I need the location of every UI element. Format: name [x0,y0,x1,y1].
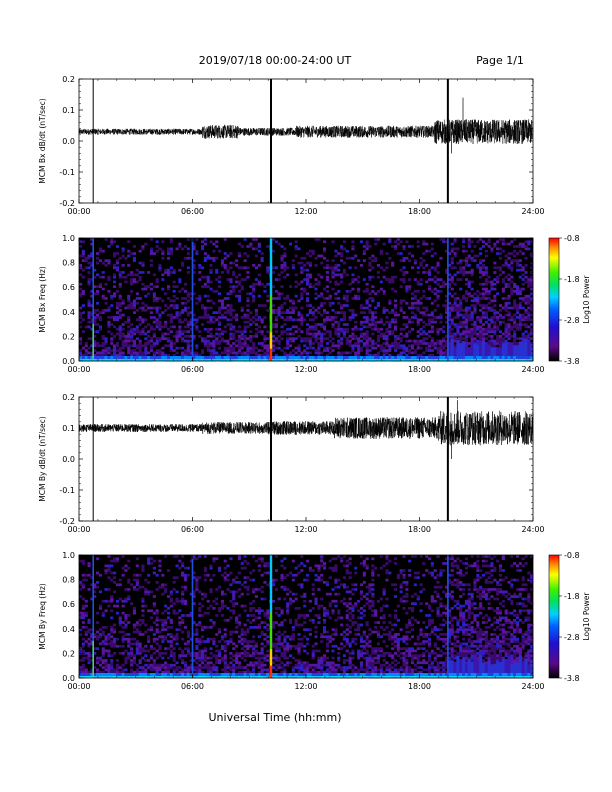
y-tick-label: -0.2 [59,517,75,526]
colorbar-gradient [548,554,560,679]
y-tick-label: 1.0 [62,234,75,243]
y-tick-label: 0.0 [62,137,75,146]
y-tick-label: -0.2 [59,199,75,208]
x-tick-label: 18:00 [408,525,431,534]
y-tick-label: 0.0 [62,455,75,464]
x-tick-label: 12:00 [294,365,317,374]
bright-column [269,238,273,362]
y-tick-label: 0.4 [62,308,75,317]
colorbar-label: Log10 Power [582,275,591,324]
dbdt-trace [78,119,534,145]
y-axis-label: MCM By Freq (Hz) [38,583,47,649]
x-tick-label: 06:00 [181,365,204,374]
x-tick-label: 18:00 [408,682,431,691]
y-tick-label: 0.0 [62,357,75,366]
spectrogram-low-band [79,338,534,361]
y-tick-label: 0.2 [62,75,75,84]
y-tick-label: 0.1 [62,106,75,115]
bright-column [447,238,449,362]
y-axis-label: MCM By dB/dt (nT/sec) [38,416,47,501]
x-tick-label: 06:00 [181,207,204,216]
x-tick-label: 12:00 [294,682,317,691]
y-tick-label: 0.2 [62,332,75,341]
x-tick-label: 06:00 [181,525,204,534]
x-axis-label: Universal Time (hh:mm) [209,711,342,724]
bright-column [191,238,194,362]
panel-4: -0.8 -1.8 -2.8 -3.8 Log10 Power 00:00 06:00 12:… [38,551,591,691]
bright-column [191,555,194,679]
y-tick-label: 0.2 [62,649,75,658]
plot-frame [78,396,534,522]
x-tick-label: 12:00 [294,525,317,534]
y-tick-label: -0.1 [59,486,75,495]
colorbar-tick-label: -2.8 [564,633,580,642]
y-axis-label: MCM Bx Freq (Hz) [38,266,47,332]
panels: 00:00 06:00 12:00 18:00 24:00 0.2 0.1 0.0 -0.1 -0… [38,75,591,691]
x-tick-label: 24:00 [521,525,544,534]
y-tick-label: 0.0 [62,674,75,683]
y-tick-label: 0.2 [62,393,75,402]
bright-column [92,238,94,362]
y-tick-label: 0.1 [62,424,75,433]
x-tick-label: 24:00 [521,682,544,691]
colorbar-gradient [548,237,560,362]
x-tick-label: 24:00 [521,365,544,374]
colorbar-tick-label: -2.8 [564,316,580,325]
y-tick-label: 0.6 [62,600,75,609]
plot-frame [78,78,534,204]
y-tick-label: 0.8 [62,259,75,268]
chart-title: 2019/07/18 00:00-24:00 UT [199,54,352,67]
colorbar-tick-label: -1.8 [564,275,580,284]
x-tick-label: 00:00 [67,682,90,691]
colorbar-tick-label: -3.8 [564,357,580,366]
x-tick-label: 06:00 [181,682,204,691]
x-tick-label: 18:00 [408,365,431,374]
x-tick-label: 00:00 [67,525,90,534]
x-tick-label: 18:00 [408,207,431,216]
colorbar-tick-label: -1.8 [564,592,580,601]
y-tick-label: 1.0 [62,551,75,560]
panel-2: -0.8 -1.8 -2.8 -3.8 Log10 Power 00:00 06:00 12:… [38,234,591,374]
panel-3: 00:00 06:00 12:00 18:00 24:00 0.2 0.1 0.0 -0.1 -0… [38,393,545,534]
y-axis-label: MCM Bx dB/dt (nT/sec) [38,98,47,183]
x-tick-label: 12:00 [294,207,317,216]
page-number: Page 1/1 [476,54,524,67]
colorbar-label: Log10 Power [582,592,591,641]
spectrogram-low-band [79,655,534,678]
colorbar-tick-label: -0.8 [564,551,580,560]
colorbar: -0.8 -1.8 -2.8 -3.8 Log10 Power [548,551,591,683]
y-tick-label: 0.8 [62,576,75,585]
colorbar: -0.8 -1.8 -2.8 -3.8 Log10 Power [548,234,591,366]
x-tick-label: 24:00 [521,207,544,216]
bright-column [447,555,449,679]
y-tick-label: 0.4 [62,625,75,634]
bright-column [269,555,273,679]
bright-column [92,555,94,679]
panel-1: 00:00 06:00 12:00 18:00 24:00 0.2 0.1 0.0 -0.1 -0… [38,75,545,216]
colorbar-tick-label: -3.8 [564,674,580,683]
x-tick-label: 00:00 [67,207,90,216]
colorbar-tick-label: -0.8 [564,234,580,243]
y-tick-label: 0.6 [62,283,75,292]
y-tick-label: -0.1 [59,168,75,177]
dbdt-trace [78,410,534,446]
x-tick-label: 00:00 [67,365,90,374]
